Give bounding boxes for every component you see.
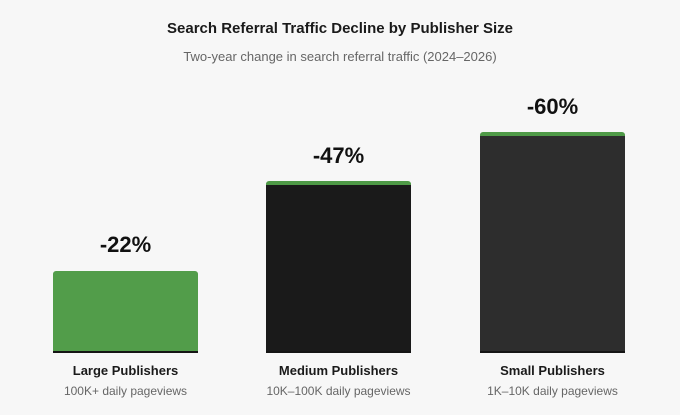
bar-group-medium: -47% Medium Publishers 10K–100K daily pa… xyxy=(266,0,411,398)
bar-group-large: -22% Large Publishers 100K+ daily pagevi… xyxy=(53,0,198,398)
value-label-small: -60% xyxy=(526,94,579,119)
bar-large-publishers xyxy=(53,271,198,353)
value-label-medium: -47% xyxy=(312,143,365,168)
bar-small-publishers xyxy=(480,132,625,353)
chart-subtitle: Two-year change in search referral traff… xyxy=(183,49,497,64)
category-label-small: Small Publishers xyxy=(500,363,605,378)
sublabel-large: 100K+ daily pageviews xyxy=(63,384,188,398)
category-label-medium: Medium Publishers xyxy=(278,363,399,378)
chart-title: Search Referral Traffic Decline by Publi… xyxy=(167,20,513,37)
sublabel-medium: 10K–100K daily pageviews xyxy=(266,384,411,398)
sublabel-small: 1K–10K daily pageviews xyxy=(487,384,618,398)
category-label-large: Large Publishers xyxy=(72,363,179,378)
bar-medium-publishers xyxy=(266,181,411,353)
value-label-large: -22% xyxy=(99,232,152,257)
bar-group-small: -60% Small Publishers 1K–10K daily pagev… xyxy=(480,0,625,398)
